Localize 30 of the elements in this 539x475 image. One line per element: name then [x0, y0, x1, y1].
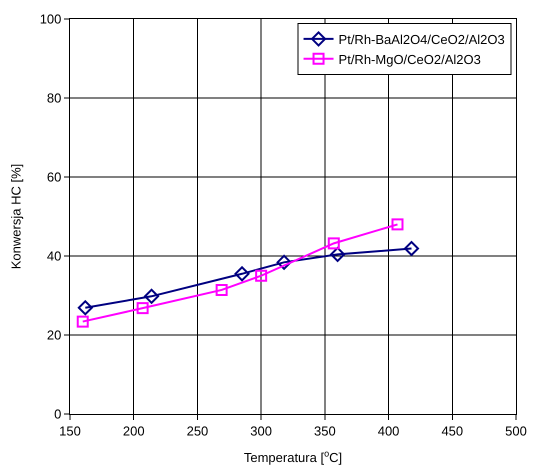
point	[276, 254, 292, 270]
y-tick-label: 20	[46, 328, 62, 343]
y-tick-label: 40	[46, 248, 62, 264]
point	[404, 241, 420, 256]
x-tick-label: 350	[314, 424, 336, 439]
point	[216, 284, 228, 296]
x-tick-label: 200	[122, 424, 145, 439]
point	[391, 218, 404, 230]
y-tick-label: 60	[46, 170, 62, 185]
x-tick-label: 500	[505, 424, 527, 439]
legend-label: Pt/Rh-MgO/CeO2/Al2O3	[338, 52, 481, 67]
x-tick-label: 300	[250, 424, 272, 439]
x-axis-title: Temperatura [$^{o}$C]	[244, 448, 342, 466]
point	[330, 246, 346, 262]
point	[234, 266, 250, 282]
y-tick-label: 0	[54, 406, 62, 422]
x-tick-label: 150	[59, 424, 81, 439]
y-axis-title: Konwersja HC [%]	[8, 164, 24, 270]
point	[76, 316, 89, 328]
point	[78, 300, 93, 316]
x-tick-label: 250	[186, 424, 208, 439]
x-tick-label: 400	[378, 424, 400, 439]
point	[144, 288, 160, 304]
point	[136, 302, 149, 314]
point	[328, 237, 340, 250]
legend-label: Pt/Rh-BaAl2O4/CeO2/Al2O3	[338, 32, 505, 47]
point	[255, 270, 268, 282]
x-tick-label: 450	[441, 424, 464, 439]
y-tick-label: 80	[46, 90, 62, 106]
y-tick-label: 100	[40, 12, 62, 27]
